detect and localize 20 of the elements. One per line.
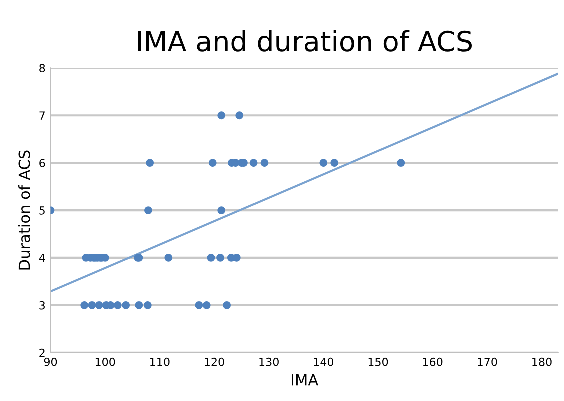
x-tick-label: 160 bbox=[423, 358, 443, 366]
y-tick-label: 2 bbox=[40, 348, 45, 358]
y-axis-title: Duration of ACS bbox=[18, 150, 30, 270]
y-tick-label: 7 bbox=[40, 112, 45, 120]
x-tick-label: 180 bbox=[532, 358, 552, 366]
x-tick-label: 150 bbox=[368, 358, 388, 366]
y-tick-label: 6 bbox=[40, 159, 46, 168]
x-tick-label: 110 bbox=[150, 358, 170, 366]
x-tick-label: 120 bbox=[205, 358, 224, 366]
x-tick-label: 130 bbox=[260, 358, 279, 366]
x-tick-label: 90 bbox=[44, 358, 58, 366]
x-tick-label: 100 bbox=[96, 358, 116, 366]
y-tick-label: 4 bbox=[39, 254, 46, 262]
y-tick-label: 5 bbox=[40, 206, 45, 215]
x-axis-title: IMA bbox=[292, 374, 318, 386]
x-tick-label: 170 bbox=[478, 358, 498, 366]
y-tick-label: 8 bbox=[40, 64, 46, 73]
chart-title: IMA and duration of ACS bbox=[138, 30, 472, 52]
y-tick-label: 3 bbox=[40, 301, 46, 310]
x-tick-label: 140 bbox=[314, 358, 334, 366]
